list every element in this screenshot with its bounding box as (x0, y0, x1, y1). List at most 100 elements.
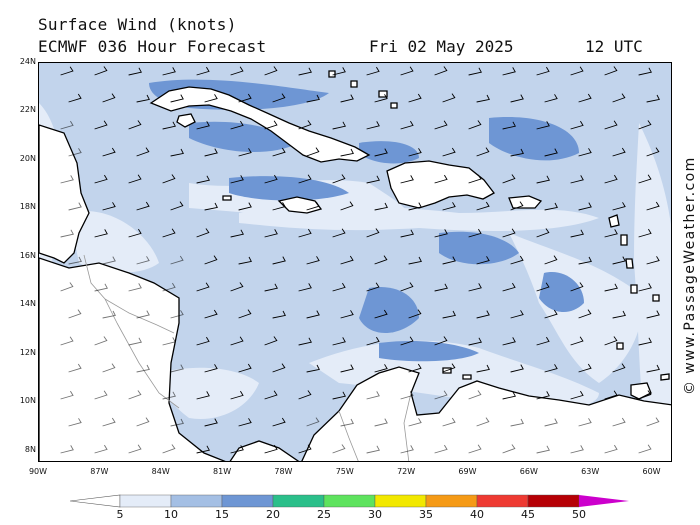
wind-barb (510, 94, 524, 103)
wind-barb (102, 93, 116, 103)
strong-wind-zone-central (359, 287, 419, 333)
wind-barb (400, 175, 414, 184)
wind-barb (264, 229, 278, 238)
wind-barb (68, 418, 82, 427)
wind-barb (238, 418, 252, 427)
wind-barb (332, 337, 346, 346)
wind-barb (170, 418, 184, 427)
wind-barb (306, 147, 320, 157)
wind-barb (196, 121, 210, 130)
wind-barb (94, 229, 108, 238)
wind-barb (170, 148, 184, 157)
wind-barb (196, 228, 210, 238)
wind-barb (238, 93, 252, 103)
wind-barb (60, 336, 74, 346)
wind-barb (442, 417, 456, 427)
wind-barb (170, 310, 184, 319)
wind-barb (230, 66, 244, 76)
wind-barb (102, 310, 116, 319)
wind-barb (340, 94, 354, 103)
wind-barb (578, 256, 592, 265)
wind-barb (196, 66, 210, 76)
wind-barb (502, 337, 516, 346)
wind-barb (400, 445, 414, 454)
wind-barb (646, 147, 660, 157)
wind-barb (94, 283, 108, 292)
wind-barb (60, 229, 74, 238)
wind-barb (374, 148, 388, 157)
wind-barb (162, 121, 176, 130)
wind-barb (128, 67, 142, 76)
wind-barb (638, 120, 652, 130)
wind-barb (510, 255, 524, 265)
wind-barb (306, 310, 320, 319)
wind-barb (502, 228, 516, 238)
wind-barb (230, 390, 244, 400)
land-masses (39, 70, 671, 461)
wind-barb (400, 66, 414, 76)
lesser-antilles-martinique (625, 258, 634, 269)
wind-barb (332, 391, 346, 400)
forecast-date: Fri 02 May 2025 (369, 37, 514, 56)
wind-barb (366, 228, 380, 238)
strong-wind-zone-lesser-antilles (439, 231, 519, 265)
aruba-curacao (442, 367, 472, 380)
wind-barb (638, 174, 652, 184)
latitude-label: 8N (24, 444, 36, 454)
wind-barb (604, 283, 618, 292)
wind-barb (400, 336, 414, 346)
wind-barb (204, 148, 218, 157)
cuba (149, 86, 371, 163)
wind-barb (272, 93, 286, 103)
legend-color-bin (374, 494, 427, 508)
wind-barb (476, 256, 490, 265)
wind-barb (204, 418, 218, 427)
wind-barb (366, 391, 380, 400)
wind-barb (374, 309, 388, 319)
wind-barb (162, 444, 176, 454)
wind-barb (578, 363, 592, 373)
wind-barb (60, 390, 74, 400)
longitude-label: 66W (519, 467, 538, 476)
wind-map-canvas (39, 63, 671, 461)
wind-barb (162, 282, 176, 292)
wind-barb (612, 147, 626, 157)
legend-value-label: 5 (116, 508, 124, 521)
wind-barb (170, 364, 184, 373)
wind-barb (230, 445, 244, 454)
wind-barb (612, 417, 626, 427)
wind-barb (332, 67, 346, 76)
wind-barb (570, 175, 584, 184)
wind-barb (102, 202, 116, 211)
wind-barb (340, 201, 354, 211)
longitude-label: 75W (335, 467, 354, 476)
wind-barb (570, 336, 584, 346)
wind-barb (476, 201, 490, 211)
wind-barb (510, 310, 524, 319)
tobago (660, 373, 670, 381)
wind-barb (102, 147, 116, 157)
wind-barb (238, 363, 252, 373)
wind-barb (298, 228, 312, 238)
legend-value-label: 40 (470, 508, 484, 521)
wind-barb (94, 120, 108, 130)
longitude-label: 72W (397, 467, 416, 476)
wind-barb (468, 444, 482, 454)
longitude-label: 90W (28, 467, 48, 476)
wind-barb (68, 309, 82, 319)
wind-barb (442, 310, 456, 319)
wind-barb (570, 66, 584, 76)
wind-barb (196, 175, 210, 184)
wind-barb (162, 67, 176, 76)
wind-barb (366, 66, 380, 76)
wind-barb (230, 229, 244, 238)
wind-barb (264, 390, 278, 400)
wind-barb (102, 363, 116, 373)
wind-barb (544, 418, 558, 427)
wind-barb (238, 309, 252, 319)
wind-barb (272, 256, 286, 265)
wind-barb (264, 283, 278, 292)
wind-barb (264, 120, 278, 130)
wind-barb (544, 364, 558, 373)
wind-barb (578, 93, 592, 103)
